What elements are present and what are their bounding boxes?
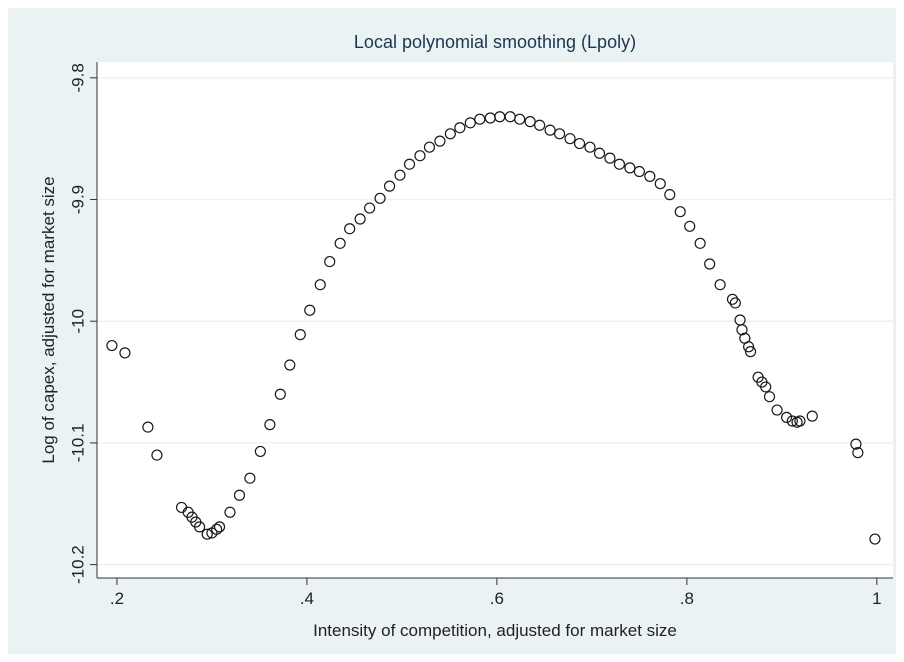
y-axis-label: Log of capex, adjusted for market size	[39, 176, 58, 463]
point	[633, 165, 645, 178]
point	[743, 341, 755, 353]
point	[664, 189, 676, 201]
point	[394, 169, 406, 181]
x-tick-label: .8	[680, 589, 694, 608]
x-axis-label: Intensity of competition, adjusted for m…	[313, 621, 677, 640]
point	[553, 128, 566, 140]
point	[806, 410, 818, 422]
point	[344, 223, 356, 235]
point	[444, 128, 456, 140]
point	[454, 122, 466, 134]
point	[714, 279, 726, 291]
x-tick-label: .2	[110, 589, 124, 608]
x-tick-label: .6	[490, 589, 504, 608]
point	[674, 206, 686, 218]
point	[464, 117, 476, 129]
point	[314, 279, 326, 291]
point	[193, 521, 206, 533]
point	[593, 147, 606, 159]
point	[729, 297, 741, 309]
point	[151, 449, 163, 461]
point	[304, 304, 316, 316]
x-tick-label: 1	[872, 589, 881, 608]
point	[781, 411, 793, 423]
point	[654, 178, 666, 190]
point	[106, 339, 118, 352]
point	[604, 152, 616, 164]
point	[142, 421, 154, 433]
y-tick-label: -10.1	[68, 424, 87, 463]
point	[694, 237, 706, 249]
point	[771, 404, 783, 416]
point	[514, 113, 526, 125]
point	[244, 472, 256, 484]
point	[524, 116, 536, 128]
point	[613, 158, 626, 170]
point	[744, 346, 757, 358]
point	[850, 438, 862, 450]
y-tick-label: -10	[68, 309, 87, 334]
point	[704, 258, 716, 270]
point	[254, 445, 266, 458]
point	[684, 220, 696, 232]
point	[726, 293, 739, 305]
point	[284, 359, 296, 371]
y-tick-label: -10.2	[68, 545, 87, 584]
y-tick-label: -9.8	[68, 63, 87, 92]
point	[294, 329, 306, 341]
point	[414, 150, 426, 162]
point	[544, 124, 556, 136]
point	[869, 533, 881, 545]
point	[201, 528, 213, 540]
point	[584, 141, 596, 153]
point	[224, 506, 236, 518]
point	[213, 521, 226, 533]
point	[786, 415, 798, 427]
x-tick-label: .4	[300, 589, 314, 608]
point	[794, 415, 806, 427]
point	[644, 170, 656, 182]
point	[354, 213, 366, 225]
chart-title: Local polynomial smoothing (Lpoly)	[354, 32, 636, 52]
point	[324, 255, 336, 268]
point	[763, 391, 776, 403]
point	[274, 388, 286, 400]
point	[423, 141, 436, 153]
point	[534, 119, 546, 131]
point	[852, 447, 864, 459]
point	[233, 489, 246, 501]
point	[119, 347, 131, 359]
point	[573, 137, 586, 150]
y-tick-label: -9.9	[68, 185, 87, 214]
point	[211, 523, 223, 535]
point	[760, 381, 772, 393]
point	[434, 135, 446, 147]
point	[383, 180, 396, 192]
point	[374, 192, 386, 204]
point	[564, 133, 576, 145]
point	[264, 419, 276, 431]
point	[334, 237, 346, 249]
plot-area	[97, 62, 893, 578]
point	[364, 202, 376, 214]
point	[624, 162, 636, 174]
point	[403, 158, 416, 170]
